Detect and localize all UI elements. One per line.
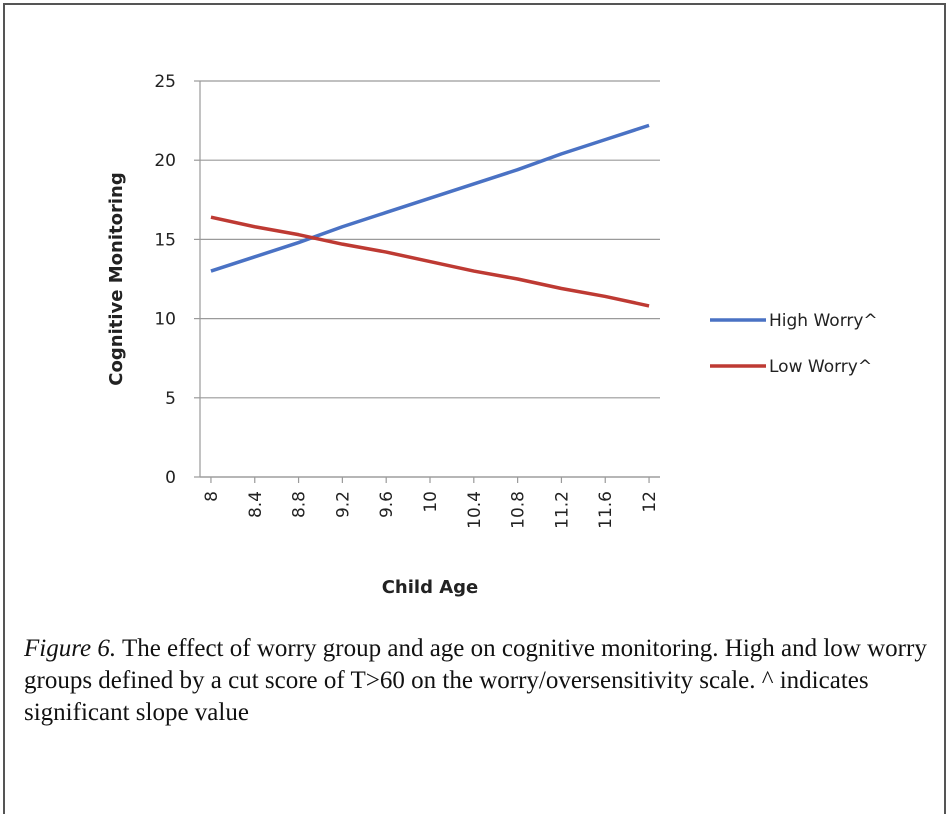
x-tick-label: 10 bbox=[421, 491, 441, 513]
y-axis-title: Cognitive Monitoring bbox=[106, 172, 127, 385]
caption-text: The effect of worry group and age on cog… bbox=[24, 635, 927, 726]
x-tick-label: 9.6 bbox=[377, 491, 397, 518]
y-tick-label: 10 bbox=[154, 310, 176, 330]
x-tick-label: 11.2 bbox=[552, 491, 572, 529]
y-tick-label: 25 bbox=[154, 72, 176, 92]
x-tick-label: 10.8 bbox=[509, 491, 529, 529]
data-line bbox=[210, 123, 650, 273]
legend-label: High Worry^ bbox=[769, 311, 878, 331]
x-tick-label: 9.2 bbox=[333, 491, 353, 518]
x-tick-label: 10.4 bbox=[465, 491, 485, 529]
y-tick-label: 0 bbox=[165, 468, 176, 488]
y-tick-label: 5 bbox=[165, 389, 176, 409]
x-tick-label: 8.4 bbox=[246, 491, 266, 518]
y-tick-label: 20 bbox=[154, 151, 176, 171]
caption-label: Figure 6. bbox=[24, 635, 117, 662]
legend-label: Low Worry^ bbox=[769, 357, 872, 377]
x-axis-title: Child Age bbox=[382, 577, 479, 598]
data-line bbox=[210, 215, 650, 308]
caption: Figure 6. The effect of worry group and … bbox=[24, 633, 929, 729]
x-tick-label: 8.8 bbox=[290, 491, 310, 518]
frame bbox=[3, 3, 946, 814]
x-tick-label: 12 bbox=[640, 491, 660, 513]
x-tick-label: 8 bbox=[202, 491, 222, 502]
x-tick-label: 11.6 bbox=[596, 491, 616, 529]
y-tick-label: 15 bbox=[154, 230, 176, 250]
